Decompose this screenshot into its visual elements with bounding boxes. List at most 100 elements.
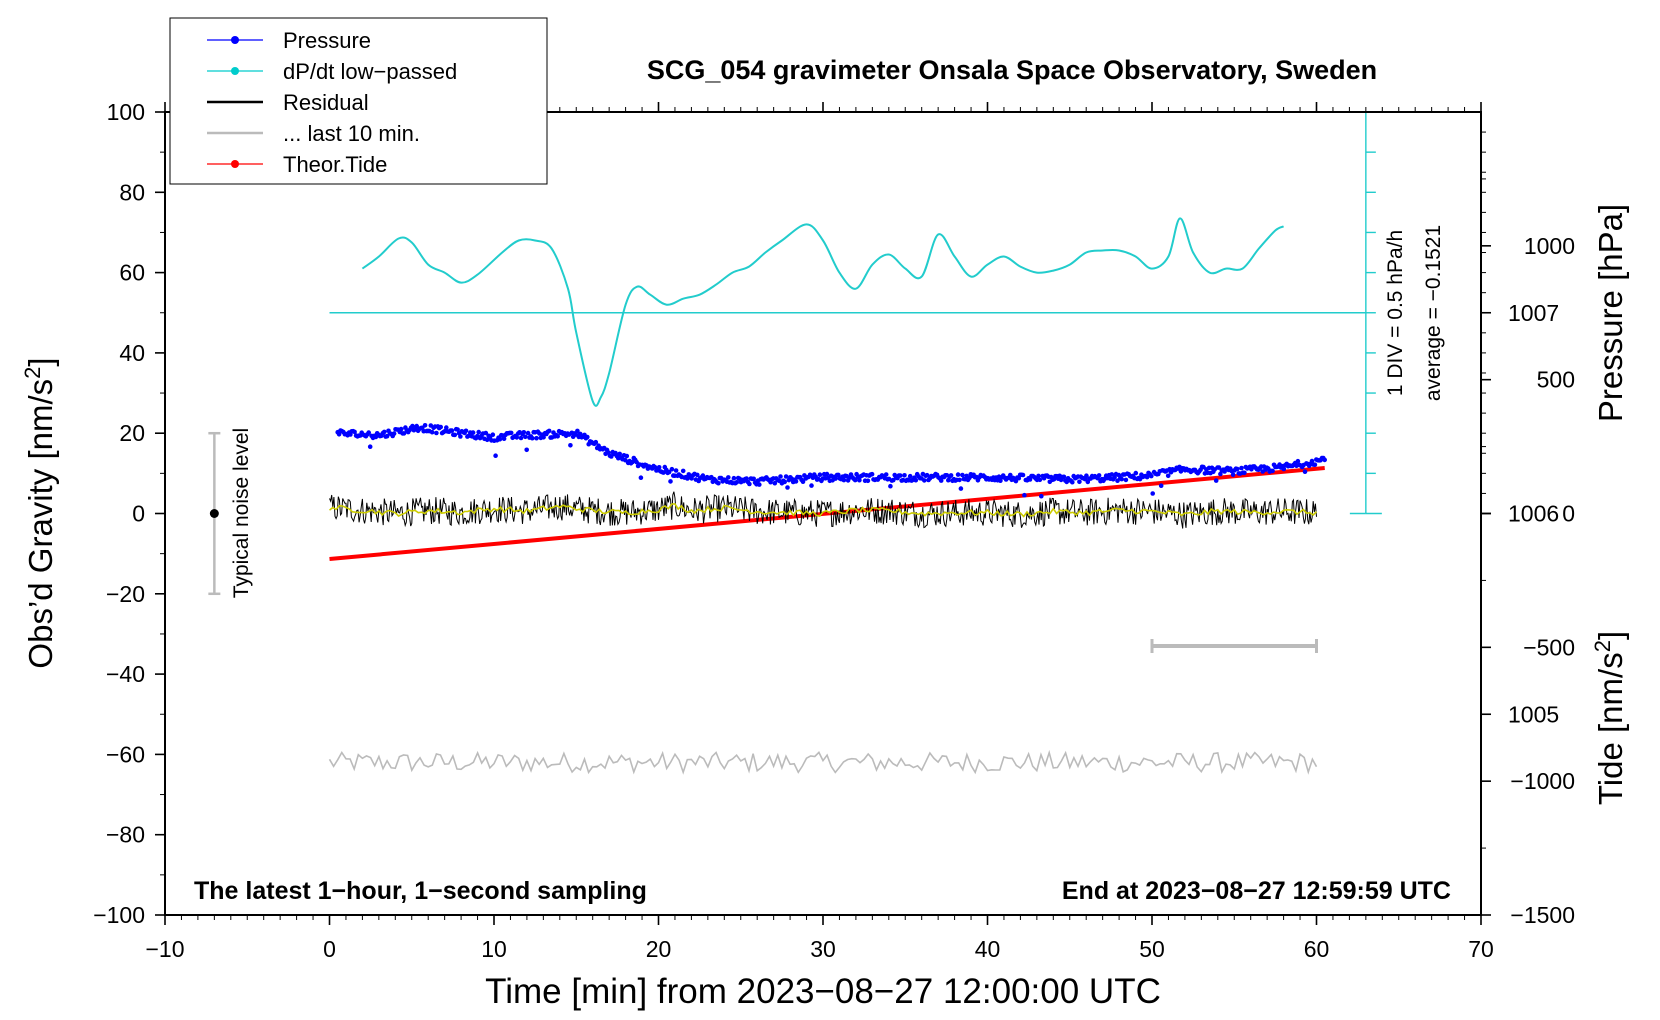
pressure-point	[1119, 476, 1124, 482]
pressure-point	[463, 428, 469, 434]
pressure-point	[367, 444, 373, 450]
pressure-point	[624, 453, 630, 459]
pressure-point	[1150, 491, 1155, 496]
pressure-point	[585, 434, 590, 440]
pressure-point	[783, 474, 789, 479]
pressure-point	[1036, 473, 1041, 479]
tide-line	[329, 466, 1325, 561]
pressure-point	[955, 472, 961, 477]
x-tick-label: 70	[1468, 936, 1494, 962]
x-tick-label: 0	[323, 936, 336, 962]
pressure-point	[680, 468, 686, 474]
pressure-point	[1213, 478, 1219, 483]
pressure-point	[948, 473, 954, 478]
pressure-point	[841, 477, 847, 483]
x-tick-label: 50	[1139, 936, 1165, 962]
pressure-point	[1022, 492, 1027, 498]
pressure-point	[726, 475, 731, 480]
y-axis-label-tide-sup: 2	[1590, 640, 1615, 652]
pressure-point	[1230, 472, 1236, 478]
pressure-point	[518, 435, 524, 441]
pressure-point	[521, 430, 527, 435]
tide-tick-label: 1000	[1524, 233, 1575, 259]
x-tick-label: 60	[1304, 936, 1330, 962]
y-tick-label: 100	[107, 99, 145, 125]
pressure-point	[1008, 472, 1013, 478]
pressure-point	[800, 479, 806, 485]
pressure-point	[852, 477, 858, 483]
pressure-point	[833, 476, 838, 481]
last10-residual-line	[328, 749, 1318, 775]
pressure-point	[782, 479, 787, 485]
y-tick-label: 0	[132, 501, 145, 527]
y-axis-label-gravity-main: Obs’d Gravity [nm/s	[22, 379, 59, 669]
x-tick-label: −10	[145, 936, 184, 962]
tide-tick-label: −1000	[1510, 768, 1575, 794]
pressure-point	[1061, 474, 1067, 480]
pressure-point	[501, 436, 507, 442]
tide-tick-label: 500	[1537, 367, 1575, 393]
pressure-point	[865, 478, 871, 484]
pressure-point	[673, 468, 679, 473]
pressure-point	[1144, 474, 1150, 480]
legend-label: ... last 10 min.	[283, 121, 420, 146]
pressure-point	[438, 424, 444, 430]
pressure-point	[1216, 465, 1222, 470]
dpdt-line	[361, 217, 1285, 407]
pressure-point	[534, 435, 539, 441]
pressure-point	[1039, 493, 1044, 499]
y-tick-label: 20	[119, 420, 145, 446]
y-tick-label: 80	[119, 179, 145, 205]
pressure-point	[809, 483, 814, 488]
y-axis-label-gravity: Obs’d Gravity [nm/s2]	[20, 357, 59, 668]
pressure-point	[883, 472, 889, 477]
series-layer	[208, 111, 1382, 775]
tide-tick-label: −1500	[1510, 902, 1575, 928]
pressure-tick-label: 1007	[1508, 300, 1559, 326]
pressure-point	[555, 434, 560, 439]
pressure-point	[716, 480, 721, 486]
pressure-point	[817, 472, 823, 478]
pressure-point	[524, 447, 529, 453]
pressure-point	[1239, 465, 1244, 471]
pressure-point	[366, 430, 372, 435]
annotation-bottom-left: The latest 1−hour, 1−second sampling	[194, 877, 647, 905]
residual-smoothed-line	[329, 503, 1318, 518]
chart-title: SCG_054 gravimeter Onsala Space Observat…	[647, 55, 1377, 85]
pressure-point	[751, 476, 756, 482]
pressure-tick-label: 1006	[1508, 501, 1559, 527]
pressure-point	[525, 430, 531, 436]
pressure-point	[869, 471, 875, 477]
pressure-point	[785, 485, 790, 490]
pressure-point	[888, 483, 893, 489]
x-tick-label: 30	[810, 936, 836, 962]
pressure-point	[1295, 458, 1301, 464]
pressure-point	[352, 429, 357, 435]
pressure-point	[922, 478, 927, 483]
pressure-point	[957, 477, 962, 483]
pressure-point	[857, 477, 862, 483]
pressure-point	[898, 473, 903, 478]
x-tick-label: 40	[975, 936, 1001, 962]
pressure-point	[1123, 477, 1129, 483]
y-tick-label: −80	[106, 822, 145, 848]
tide-tick-label: −500	[1523, 634, 1575, 660]
pressure-point	[1312, 462, 1318, 468]
pressure-point	[793, 479, 799, 484]
pressure-point	[924, 472, 930, 478]
pressure-point	[398, 426, 404, 432]
pressure-point	[913, 477, 919, 483]
pressure-point	[523, 434, 528, 440]
pressure-point	[1133, 470, 1139, 476]
legend: Pressure dP/dt low−passed Residual ... last…	[169, 17, 548, 185]
y-axis-label-tide: Tide [nm/s2]	[1590, 631, 1629, 805]
pressure-point	[444, 425, 449, 430]
noise-level-center-point	[209, 509, 219, 518]
pressure-point	[493, 453, 498, 459]
pressure-point	[541, 435, 546, 440]
pressure-point	[336, 432, 342, 437]
pressure-point	[695, 472, 700, 478]
pressure-point	[1302, 469, 1308, 475]
pressure-point	[1020, 472, 1026, 478]
pressure-point	[778, 474, 783, 479]
